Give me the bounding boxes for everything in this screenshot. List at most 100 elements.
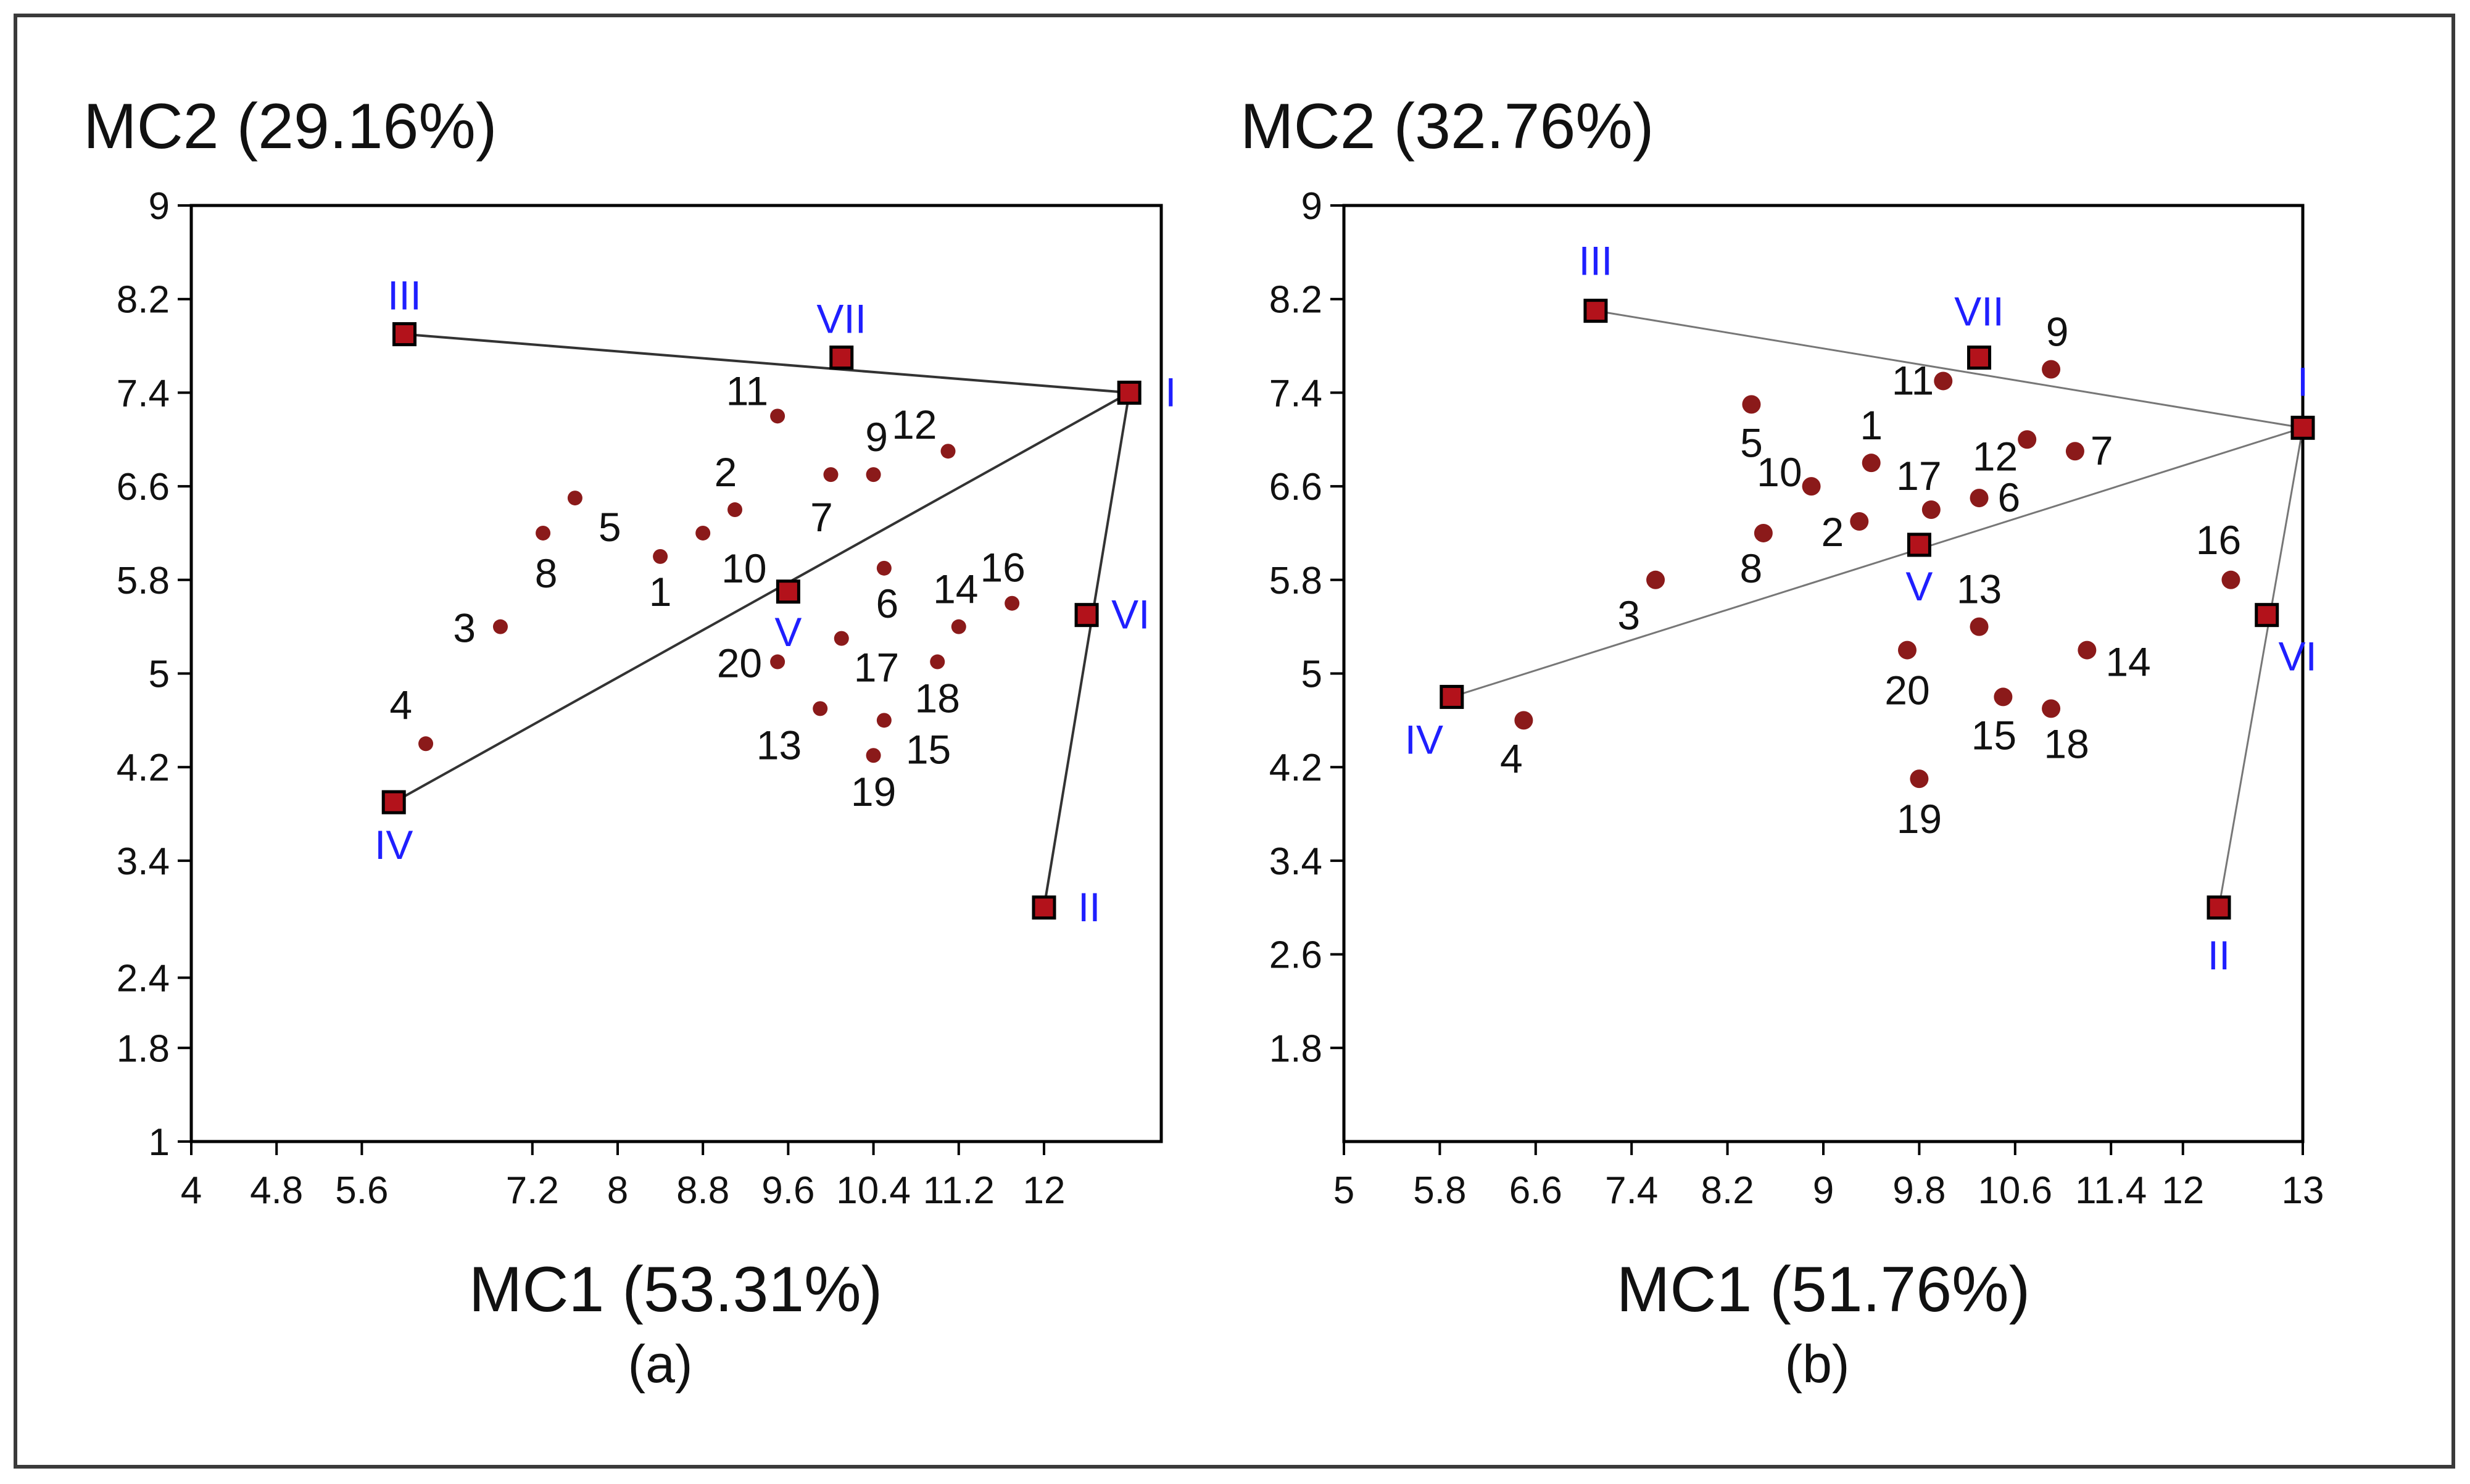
environment-marker-IV xyxy=(1440,684,1464,709)
x-tick-label: 8.8 xyxy=(676,1169,729,1212)
observation-label: 8 xyxy=(535,550,558,596)
x-tick-label: 11.2 xyxy=(923,1169,995,1212)
y-tick-label: 6.6 xyxy=(117,466,170,508)
observation-label: 3 xyxy=(1617,592,1640,638)
environment-marker-III xyxy=(1583,299,1608,323)
observation-point-19 xyxy=(1910,769,1929,789)
environment-label: I xyxy=(1165,369,1176,415)
environment-marker-VII xyxy=(1967,346,1992,370)
observation-label: 20 xyxy=(1884,668,1929,713)
observation-point-1 xyxy=(1862,454,1881,473)
biplot-panel-a: 1 1.8 2.4 3.4 4.2 5 5.8 6.6 7.4 8.2 9 4 4.8 5.6 7.2 8 8.… xyxy=(83,91,1177,1394)
observation-label: 12 xyxy=(1973,433,2018,479)
observation-label: 9 xyxy=(865,414,888,460)
observation-point-4 xyxy=(418,736,434,752)
observation-point-8 xyxy=(1754,523,1773,542)
polygon-connector-line xyxy=(393,391,1130,803)
plot-area-frame xyxy=(1342,204,2305,1143)
environment-label: VII xyxy=(1954,289,2004,334)
observation-label: 2 xyxy=(715,449,737,495)
observation-point-13 xyxy=(813,701,828,716)
y-tick-label: 7.4 xyxy=(117,372,170,415)
observation-point-7 xyxy=(823,467,839,483)
observation-label: 5 xyxy=(599,504,621,550)
observation-label: 4 xyxy=(389,682,412,727)
environment-marker-VII xyxy=(829,346,854,370)
observation-point-17 xyxy=(834,631,849,646)
y-tick-label: 7.4 xyxy=(1269,372,1322,415)
y-axis-title: MC2 (32.76%) xyxy=(1240,91,1654,162)
observation-label: 14 xyxy=(2105,639,2150,685)
observation-label: 18 xyxy=(915,676,960,721)
observation-label: 3 xyxy=(453,605,476,651)
environment-label: III xyxy=(1578,238,1612,284)
x-tick-label: 5.6 xyxy=(335,1169,388,1212)
polygon-connector-line xyxy=(1451,426,2303,698)
environment-marker-VI xyxy=(1074,603,1099,628)
observation-label: 17 xyxy=(854,645,899,690)
x-tick-label: 8.2 xyxy=(1701,1169,1754,1212)
environment-label: II xyxy=(1078,884,1101,930)
observation-point-19 xyxy=(866,748,881,763)
environment-marker-I xyxy=(2290,415,2315,440)
figure-frame xyxy=(14,14,2455,1469)
environment-label: II xyxy=(2208,932,2231,978)
environment-marker-II xyxy=(1032,895,1056,920)
x-tick-label: 7.4 xyxy=(1605,1169,1658,1212)
environment-label: V xyxy=(1905,563,1933,609)
polygon-connector-line xyxy=(404,333,1130,394)
y-tick-label: 3.4 xyxy=(1269,840,1322,883)
environment-label: VI xyxy=(1111,592,1150,637)
environment-marker-V xyxy=(1907,533,1931,557)
observation-label: 7 xyxy=(2091,428,2113,473)
y-tick-label: 8.2 xyxy=(117,279,170,321)
panel-caption: (b) xyxy=(1784,1335,1849,1394)
environment-label: V xyxy=(774,609,802,655)
observation-label: 11 xyxy=(726,368,769,413)
observation-point-3 xyxy=(492,619,508,634)
observation-point-11 xyxy=(770,408,785,424)
observation-label: 11 xyxy=(1892,357,1934,403)
y-axis-title: MC2 (29.16%) xyxy=(83,91,497,162)
observation-label: 9 xyxy=(2046,309,2069,354)
observation-point-8 xyxy=(536,525,551,541)
observation-label: 6 xyxy=(1998,475,2021,520)
y-tick-label: 9 xyxy=(149,185,170,228)
y-tick-label: 5.8 xyxy=(1269,560,1322,602)
observation-point-2 xyxy=(727,502,743,518)
observation-label: 20 xyxy=(717,640,762,686)
y-tick-label: 1 xyxy=(149,1121,170,1164)
observation-point-18 xyxy=(930,654,945,669)
observation-point-10 xyxy=(1802,477,1821,496)
observation-label: 16 xyxy=(2196,517,2241,563)
y-tick-label: 5.8 xyxy=(117,560,170,602)
y-tick-label: 2.6 xyxy=(1269,934,1322,977)
observation-point-14 xyxy=(951,619,966,634)
observation-point-15 xyxy=(1994,687,2013,707)
observation-point-18 xyxy=(2042,699,2061,718)
observation-label: 15 xyxy=(906,726,951,772)
observation-label: 19 xyxy=(851,769,896,815)
observation-point-13 xyxy=(1970,617,1989,636)
observation-label: 10 xyxy=(1757,449,1802,495)
y-tick-label: 5 xyxy=(149,653,170,696)
observation-label: 4 xyxy=(1500,736,1523,781)
x-tick-label: 13 xyxy=(2282,1169,2324,1212)
biplot-panel-b: 1.8 2.6 3.4 4.2 5 5.8 6.6 7.4 8.2 9 5 5.8 6.6 7.4 8.2 9… xyxy=(1240,91,2324,1394)
y-tick-label: 4.2 xyxy=(117,747,170,789)
polygon-connector-line xyxy=(2218,428,2304,908)
environment-marker-III xyxy=(392,322,417,347)
environment-marker-I xyxy=(1117,380,1142,405)
polygon-connector-line xyxy=(1595,310,2303,429)
x-tick-label: 4.8 xyxy=(250,1169,303,1212)
observation-point-9 xyxy=(2042,360,2061,379)
environment-label: IV xyxy=(1405,716,1443,762)
observation-point-15 xyxy=(876,713,892,728)
x-tick-label: 4 xyxy=(181,1169,202,1212)
observation-point-3 xyxy=(1646,570,1665,589)
y-tick-label: 8.2 xyxy=(1269,279,1322,321)
x-tick-label: 7.2 xyxy=(506,1169,559,1212)
observation-label: 5 xyxy=(1740,420,1763,465)
y-tick-label: 6.6 xyxy=(1269,466,1322,508)
